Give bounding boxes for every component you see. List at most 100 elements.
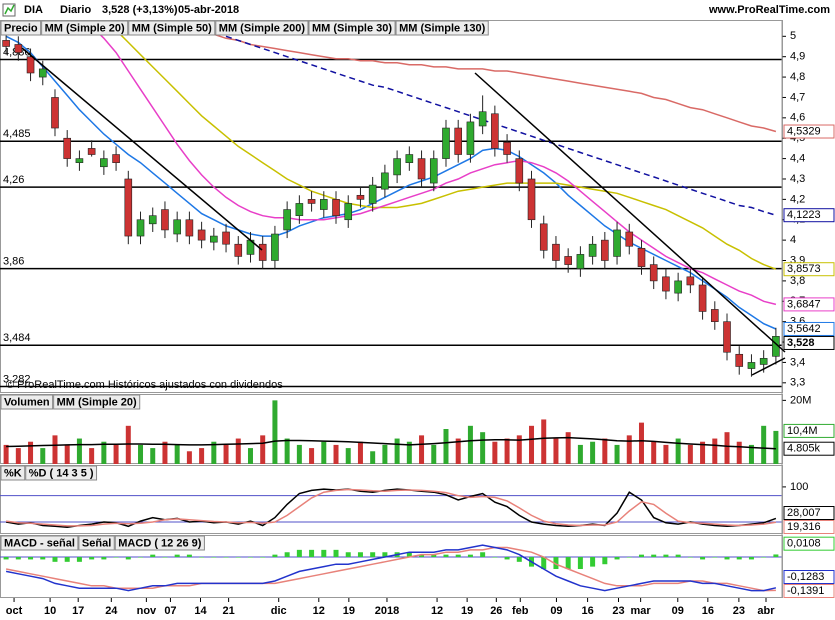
- bar: [89, 557, 95, 560]
- value-box-label: 4,1223: [787, 209, 821, 221]
- bar: [602, 557, 608, 565]
- candle-body: [747, 362, 756, 369]
- bar: [467, 554, 473, 558]
- candle-body: [197, 229, 206, 241]
- bar: [174, 554, 180, 558]
- bar: [492, 557, 498, 558]
- y-tick-label: 4,6: [790, 112, 805, 124]
- x-tick-label: 26: [490, 605, 502, 617]
- app-icon-graph: [4, 4, 15, 15]
- candle-body: [63, 137, 72, 159]
- value-box-label: -0,1391: [787, 585, 824, 597]
- candle-body: [26, 56, 35, 74]
- candle-body: [271, 233, 279, 261]
- bar: [357, 552, 363, 558]
- legend-box: [0, 20, 42, 36]
- bar: [455, 554, 461, 558]
- legend-box: [78, 535, 115, 551]
- x-tick-label: feb: [512, 605, 529, 617]
- candle-body: [429, 158, 438, 184]
- value-box: [783, 584, 835, 598]
- value-box-label: 4,5329: [787, 125, 821, 137]
- candle-body: [491, 113, 499, 149]
- candle-body: [161, 209, 169, 231]
- value-box: [783, 520, 835, 534]
- panel-frame: [0, 20, 783, 393]
- bar: [321, 441, 327, 464]
- x-tick-label: oct: [6, 605, 23, 617]
- bar: [235, 438, 241, 464]
- bar: [443, 554, 449, 558]
- candle-body: [662, 276, 670, 292]
- x-tick-label: 2018: [375, 605, 399, 617]
- y-tick-label: 3,8: [790, 275, 805, 287]
- candle-body: [515, 158, 524, 184]
- bar: [687, 444, 693, 464]
- level-label: 3,282: [3, 373, 31, 385]
- value-box-label: 19,316: [787, 521, 821, 533]
- candle-body: [393, 158, 401, 176]
- bar: [638, 554, 644, 558]
- level-label: 3,484: [3, 332, 31, 344]
- y-tick-label: 100: [790, 481, 808, 493]
- y-tick-label: 4,9: [790, 51, 805, 63]
- candle-body: [124, 178, 133, 237]
- trend-line: [751, 357, 786, 376]
- candle-body: [417, 158, 426, 180]
- bar: [614, 557, 620, 560]
- bar: [28, 557, 34, 560]
- value-box-label: 4.805k: [787, 443, 821, 455]
- candle-body: [735, 353, 744, 367]
- bar: [382, 552, 388, 558]
- candle-body: [698, 284, 707, 312]
- candle-body: [649, 264, 658, 282]
- bar: [724, 557, 730, 560]
- candle-body: [38, 68, 47, 78]
- legend-box: [0, 535, 79, 551]
- candle-body: [601, 239, 609, 261]
- bar: [406, 552, 412, 558]
- legend-box: [53, 394, 141, 410]
- value-box: [783, 124, 835, 139]
- y-tick-label: 4,7: [790, 91, 805, 103]
- legend-box: [0, 394, 54, 410]
- bar: [736, 441, 742, 464]
- candle-body: [686, 276, 695, 286]
- candle-body: [637, 247, 646, 267]
- x-tick-label: abr: [757, 605, 775, 617]
- bar: [357, 441, 363, 464]
- bar: [675, 554, 681, 558]
- bar: [492, 441, 498, 464]
- period: Diario: [60, 4, 91, 16]
- bar: [284, 438, 290, 464]
- bar: [272, 554, 278, 558]
- bar: [700, 441, 706, 464]
- value-box-label: 3,5642: [787, 323, 821, 335]
- bar: [260, 435, 266, 464]
- bar: [199, 557, 205, 558]
- candle-body: [283, 209, 291, 231]
- bar: [651, 441, 657, 464]
- level-label: 4,26: [3, 174, 24, 186]
- value-box: [783, 297, 835, 312]
- value-box: [783, 335, 835, 350]
- note: © ProRealTime.com Históricos ajustados c…: [6, 379, 283, 391]
- level-label: 4,485: [3, 128, 31, 140]
- bar: [162, 557, 168, 558]
- candle-body: [478, 111, 487, 127]
- legend-box: [395, 20, 489, 36]
- legend-box: [0, 465, 26, 481]
- bar: [211, 441, 217, 464]
- candle-body: [185, 219, 194, 237]
- y-tick-label: 20M: [790, 394, 811, 406]
- candle-body: [564, 256, 572, 265]
- symbol: DIA: [24, 4, 43, 16]
- trend-line: [474, 72, 786, 353]
- value-box-label: 3,6847: [787, 298, 821, 310]
- quote: 3,528 (+3,13%): [102, 4, 178, 16]
- bar: [553, 557, 559, 570]
- bar: [382, 444, 388, 464]
- bar: [663, 554, 669, 558]
- x-tick-label: 21: [222, 605, 234, 617]
- bar: [687, 557, 693, 558]
